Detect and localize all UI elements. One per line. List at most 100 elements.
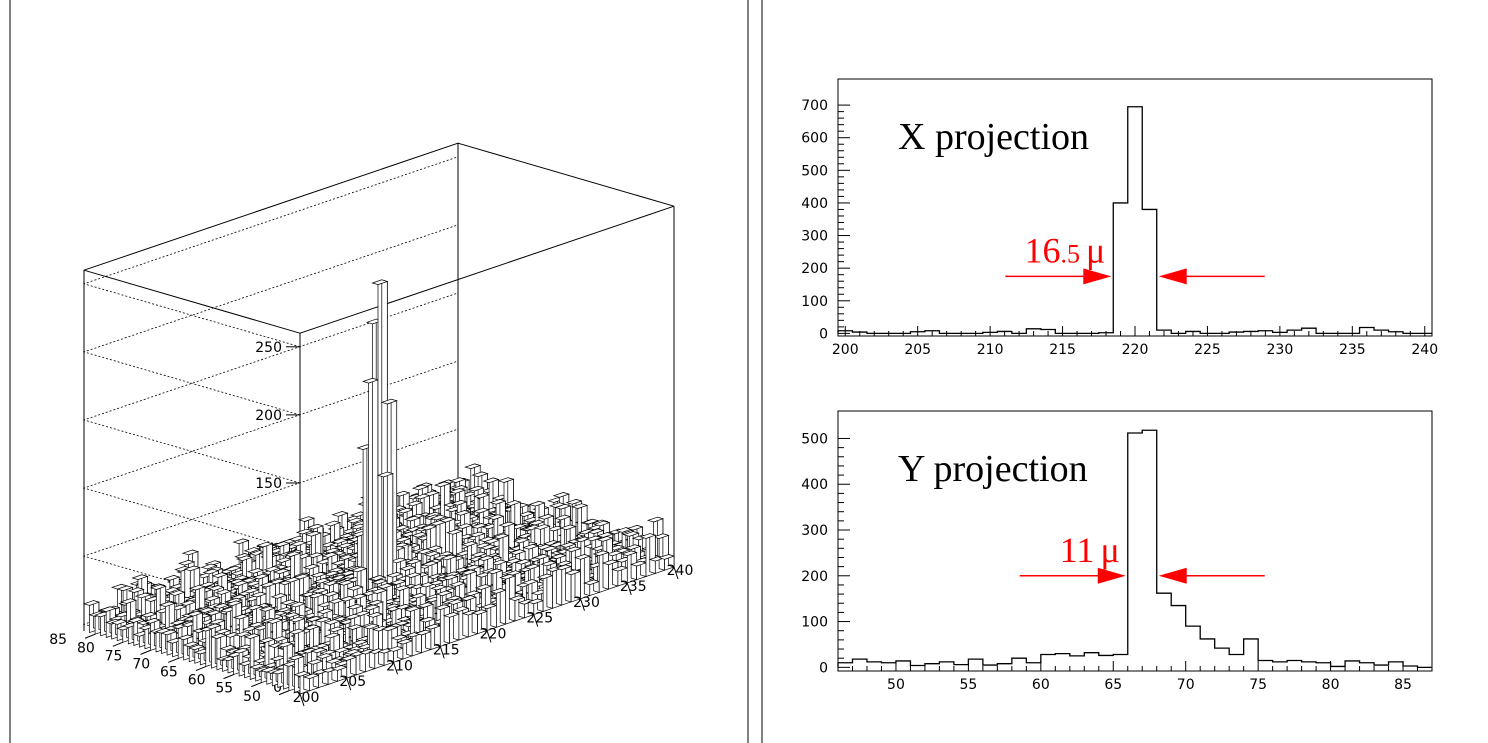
top-right-edge: [457, 142, 675, 207]
y3d-tick-label: 85: [49, 632, 67, 648]
y-tick-label: 0: [819, 326, 828, 342]
lego-bar-top: [505, 558, 523, 564]
lego-bar-top: [179, 600, 197, 606]
x-tick-label: 200: [832, 342, 859, 358]
lego-bar-top: [371, 279, 389, 285]
lego-bar-top: [470, 523, 488, 529]
y3d-tick-label: 65: [160, 665, 178, 681]
lego-bar-top: [177, 634, 195, 641]
annotation-value-decimal: .5: [1060, 239, 1080, 268]
lego-bar-top: [131, 574, 149, 580]
lego-bar-side: [453, 612, 460, 641]
lego-bar-top: [323, 547, 341, 554]
x3d-tick-label: 235: [620, 579, 647, 595]
lego-bar-top: [232, 647, 250, 654]
y-tick-label: 200: [801, 569, 828, 585]
lego-bar-top: [214, 589, 232, 595]
lego-bar-top: [565, 499, 583, 505]
lego-bar-top: [245, 604, 264, 611]
lego-bar-top: [473, 492, 491, 499]
x3d-tick-label: 205: [339, 674, 366, 690]
annotation-unit: μ: [1086, 230, 1105, 270]
lego-bars: [82, 279, 676, 695]
lego-bar-top: [404, 572, 422, 578]
z-tick-label: 200: [255, 408, 282, 424]
lego-bar-top: [464, 463, 482, 470]
lego-bar-top: [514, 559, 532, 565]
y-tick-label: 700: [801, 98, 828, 114]
annotation-arrowhead-right: [1158, 567, 1187, 584]
lego-bar-top: [265, 618, 284, 624]
lego-bar-top: [149, 584, 167, 590]
lego-bar-top: [339, 570, 357, 576]
lego-bar-top: [420, 524, 438, 531]
lego-bar-top: [487, 514, 505, 520]
x3d-tick-label: 215: [433, 642, 460, 658]
x-tick-label: 230: [1267, 342, 1294, 358]
x-tick-label: 75: [1249, 677, 1267, 693]
lego-bar-top: [214, 628, 232, 635]
lego-bar-top: [540, 545, 559, 552]
lego-bar-top: [182, 641, 200, 648]
lego-bar-top: [242, 587, 261, 594]
lego-bar-top: [302, 564, 320, 570]
lego-bar-top: [396, 507, 414, 514]
lego-bar-top: [289, 540, 308, 547]
lego-bar-top: [134, 592, 152, 599]
lego-bar-top: [225, 597, 244, 604]
lego-bar-top: [350, 593, 368, 600]
z-grid-line: [82, 224, 459, 416]
annotation-unit: μ: [1100, 530, 1119, 570]
lego-plot-3d: 0501001502002502002052102152202252302352…: [49, 142, 693, 707]
x-tick-label: 210: [977, 342, 1004, 358]
lego-bar-top: [554, 503, 572, 510]
lego-bar-top: [99, 606, 117, 612]
lego-bar-top: [433, 481, 452, 488]
lego-bar-top: [250, 591, 268, 598]
lego-bar-top: [528, 500, 546, 507]
y3d-tick-label: 50: [243, 689, 261, 705]
annotation-value: 16: [1024, 230, 1060, 270]
lego-bar-top: [321, 552, 339, 558]
lego-bar-top: [225, 600, 243, 607]
lego-bar-top: [455, 523, 473, 529]
lego-bar-top: [346, 585, 364, 591]
lego-bar-top: [288, 601, 307, 608]
y-tick-label: 500: [801, 431, 828, 447]
lego-bar-top: [370, 578, 389, 585]
lego-bar-top: [160, 629, 178, 636]
lego-bar-top: [498, 521, 516, 528]
y-tick-label: 300: [801, 229, 828, 245]
lego-bar-top: [247, 621, 265, 628]
lego-bar-top: [331, 538, 349, 544]
lego-bar-top: [219, 645, 237, 651]
lego-bar-top: [350, 566, 368, 573]
z-grid-line: [82, 428, 459, 620]
lego-bar-top: [235, 555, 254, 561]
lego-bar-top: [477, 555, 495, 561]
lego-bar-top: [398, 565, 417, 571]
lego-bar-top: [479, 544, 497, 550]
lego-bar-side: [602, 550, 609, 590]
lego-bar-top: [293, 573, 311, 580]
projection-title: Y projection: [898, 448, 1088, 490]
lego-bar-top: [232, 538, 250, 545]
y-tick-label: 500: [801, 163, 828, 179]
x3d-tick-label: 200: [293, 690, 320, 706]
lego-bar-top: [404, 558, 423, 565]
lego-bar-top: [200, 563, 218, 570]
lego-bar-top: [522, 544, 540, 550]
lego-bar-top: [119, 598, 138, 604]
lego-bar-top: [528, 519, 546, 526]
lego-bar-top: [509, 549, 527, 555]
lego-bar-top: [425, 545, 443, 551]
lego-bar-top: [236, 644, 254, 651]
x-tick-label: 80: [1322, 677, 1340, 693]
lego-bar-top: [322, 591, 340, 597]
lego-bar-top: [440, 554, 458, 561]
lego-bar-top: [183, 565, 201, 572]
x3d-tick-label: 230: [573, 595, 600, 611]
lego-bar-top: [537, 514, 555, 520]
